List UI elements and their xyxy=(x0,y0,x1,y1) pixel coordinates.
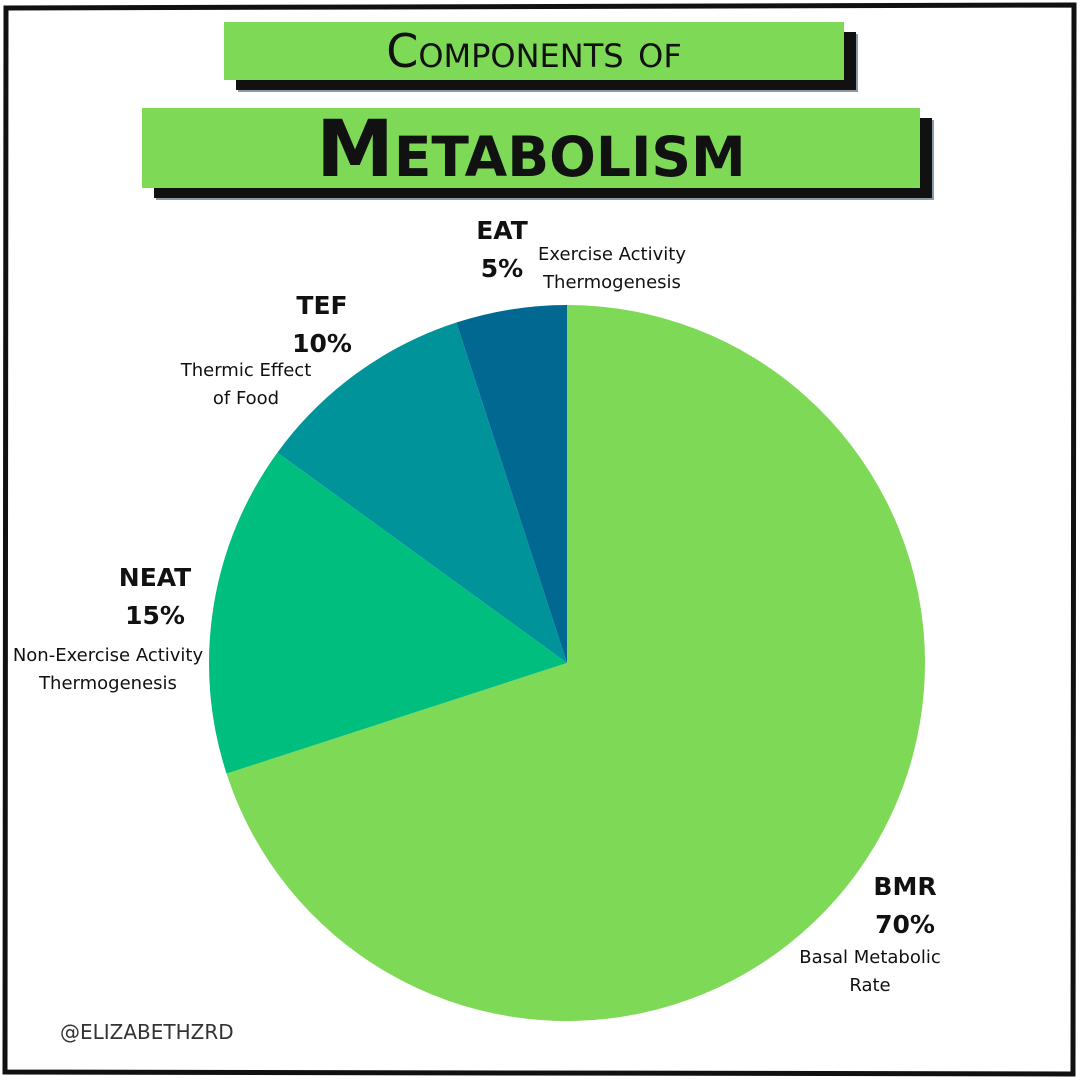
slice-category: BMR xyxy=(873,872,937,901)
pie-slice xyxy=(208,452,567,774)
slice-value-label: 5% xyxy=(480,254,524,283)
slice-category: EAT xyxy=(476,216,528,245)
pie-slice xyxy=(277,322,567,663)
title-box: Components of xyxy=(224,22,844,80)
slice-description: Thermic Effect of Food xyxy=(180,360,312,409)
subtitle-box: Metabolism xyxy=(142,108,920,192)
pie-slice xyxy=(226,305,925,1021)
slice-value-label: 15% xyxy=(125,601,185,630)
slice-value-label: 10% xyxy=(292,329,352,358)
slice-category: TEF xyxy=(296,291,348,320)
chart-title: Components of xyxy=(386,24,682,78)
pie-slice xyxy=(456,305,567,663)
chart-subtitle: Metabolism xyxy=(316,105,746,195)
slice-description: Non-Exercise Activity Thermogenesis xyxy=(12,645,204,694)
slice-description: Exercise Activity Thermogenesis xyxy=(538,244,686,293)
slice-value-label: 70% xyxy=(875,910,935,939)
credit: @ELIZABETHZRD xyxy=(60,1020,234,1044)
slice-category: NEAT xyxy=(118,563,192,592)
slice-description: Basal Metabolic Rate xyxy=(799,947,941,996)
